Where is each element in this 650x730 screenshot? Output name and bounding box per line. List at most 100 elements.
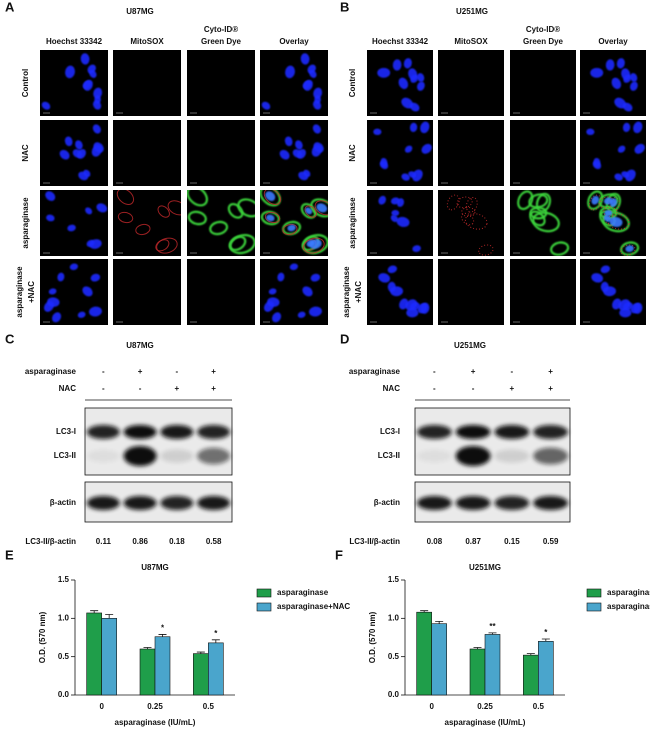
ros-signal (117, 211, 134, 224)
protein-band (197, 425, 231, 439)
autophagy-signal (602, 211, 630, 233)
column-header: Cyto-ID® (526, 25, 560, 34)
micrograph (260, 259, 328, 325)
micrograph-content (591, 265, 643, 318)
nucleus (634, 143, 645, 154)
protein-band (494, 449, 530, 463)
nucleus (48, 288, 57, 295)
column-header: Hoechst 33342 (372, 37, 429, 46)
micrograph-background (438, 259, 504, 325)
condition-label: asparaginase (349, 367, 401, 376)
panel-label: F (335, 547, 343, 562)
protein-band (494, 425, 530, 439)
x-tick-label: 0 (429, 702, 434, 711)
nucleus (310, 273, 321, 282)
micrograph-content (378, 265, 430, 318)
condition-sign: - (102, 384, 105, 393)
micrograph (113, 50, 181, 116)
nucleus (52, 312, 62, 323)
micrograph (187, 190, 255, 256)
legend-label: asparaginase (607, 588, 650, 597)
nucleus (85, 207, 93, 215)
ros-signal (156, 237, 178, 254)
y-tick-label: 0.5 (388, 652, 400, 661)
row-label: NAC (21, 144, 30, 162)
x-tick-label: 0.25 (147, 702, 163, 711)
nucleus (266, 214, 275, 222)
micrograph-background (113, 50, 181, 116)
nucleus (67, 224, 76, 232)
nucleus (417, 81, 425, 91)
micrograph (113, 190, 181, 256)
nucleus (93, 100, 102, 110)
error-bar (488, 632, 497, 635)
micrograph (438, 120, 504, 186)
error-bar (541, 638, 550, 642)
protein-band (455, 446, 491, 466)
nucleus (96, 203, 108, 213)
significance: * (161, 624, 165, 633)
micrograph (438, 50, 504, 116)
nucleus (298, 171, 309, 181)
nucleus (373, 128, 382, 136)
bar (416, 611, 432, 696)
micrograph-background (510, 50, 576, 116)
nucleus (297, 149, 306, 159)
nucleus (313, 142, 324, 153)
nucleus (89, 69, 97, 78)
ros-signal (465, 196, 478, 213)
autophagy-signal (528, 193, 549, 209)
micrograph (580, 190, 646, 256)
ros-signal (263, 190, 282, 205)
nucleus (605, 59, 615, 71)
nucleus (305, 207, 313, 215)
ros-signal (282, 223, 298, 236)
micrograph-content (59, 124, 104, 181)
nucleus (630, 303, 641, 314)
nucleus (377, 67, 391, 78)
nucleus (391, 209, 400, 216)
micrograph-content (586, 121, 645, 182)
error-bar (526, 653, 535, 656)
nucleus (398, 77, 409, 90)
ros-signal (461, 212, 475, 226)
bar (469, 648, 486, 696)
nucleus (277, 272, 285, 282)
ros-signal (464, 213, 488, 230)
micrograph (510, 190, 576, 256)
nucleus (621, 171, 629, 178)
y-tick-label: 0.5 (58, 652, 70, 661)
nucleus (80, 53, 90, 65)
ratio-value: 0.87 (465, 537, 481, 546)
nucleus (279, 149, 290, 160)
micrograph-background (438, 190, 504, 256)
ros-signal (303, 237, 325, 254)
ros-signal (264, 211, 281, 224)
error-bar (435, 621, 444, 624)
nucleus (302, 286, 313, 297)
row-label: +NAC (354, 281, 363, 303)
protein-band (86, 496, 120, 510)
column-header: MitoSOX (130, 37, 164, 46)
micrograph (367, 50, 433, 116)
nucleus (614, 173, 623, 181)
micrograph (260, 50, 328, 116)
micrograph-content (590, 58, 638, 112)
bar (523, 654, 539, 696)
ratio-value: 0.58 (206, 537, 222, 546)
error-bar (105, 614, 114, 619)
nucleus (603, 214, 612, 223)
row-label: Control (348, 69, 357, 97)
protein-band (86, 449, 120, 463)
nucleus (633, 121, 643, 134)
nucleus (46, 214, 55, 222)
condition-sign: + (548, 384, 553, 393)
nucleus (303, 79, 313, 91)
nucleus (390, 286, 404, 297)
nucleus (421, 143, 432, 154)
protein-band (416, 496, 452, 510)
protein-band (197, 447, 231, 465)
nucleus (405, 299, 418, 311)
row-label: asparaginase (15, 266, 24, 318)
ratio-value: 0.08 (427, 537, 443, 546)
